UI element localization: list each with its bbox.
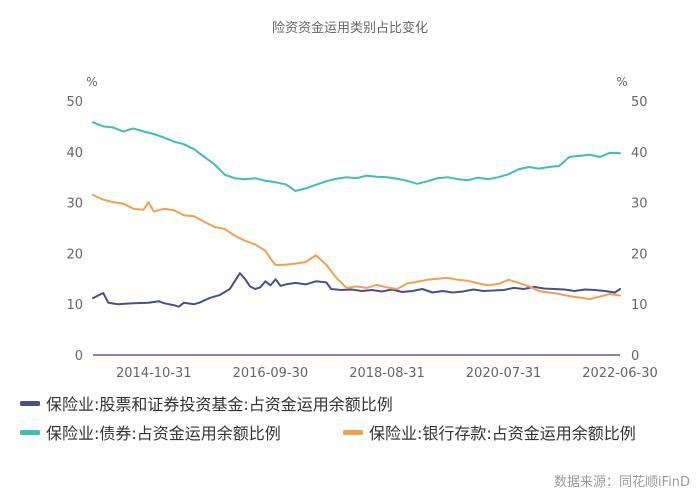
series-line-1 (92, 272, 621, 308)
legend-label-2: 保险业:债券:占资金运用余额比例 (46, 424, 281, 443)
y-tick-label-right-30: 30 (631, 197, 648, 212)
x-tick-label-2016-09-30: 2016-09-30 (233, 366, 309, 381)
legend-swatch-2 (20, 430, 40, 435)
series-line-2 (92, 121, 621, 192)
y-tick-label-left-10: 10 (66, 298, 83, 313)
left-axis-unit: % (86, 75, 97, 89)
legend-swatch-1 (20, 401, 40, 406)
x-tick-label-2022-06-30: 2022-06-30 (582, 366, 658, 381)
x-tick-label-2018-08-31: 2018-08-31 (349, 366, 425, 381)
left-y-axis: 0 10 20 30 40 50 (66, 95, 83, 364)
y-tick-label-right-10: 10 (631, 298, 648, 313)
x-tick-label-2020-07-31: 2020-07-31 (466, 366, 542, 381)
data-source-note: 数据来源：同花顺iFinD (554, 474, 690, 490)
plot-area (92, 121, 621, 308)
y-tick-label-right-50: 50 (631, 95, 648, 110)
right-axis-unit: % (616, 75, 627, 89)
y-tick-label-right-0: 0 (631, 349, 639, 364)
chart-title: 险资资金运用类别占比变化 (272, 20, 428, 36)
y-tick-label-right-40: 40 (631, 146, 648, 161)
y-tick-label-left-40: 40 (66, 146, 83, 161)
x-axis: 2014-10-31 2016-09-30 2018-08-31 2020-07-31… (116, 366, 658, 381)
right-y-axis: 0 10 20 30 40 50 (631, 95, 648, 364)
legend-swatch-3 (343, 430, 363, 435)
legend-label-3: 保险业:银行存款:占资金运用余额比例 (369, 424, 636, 443)
legend-label-1: 保险业:股票和证券投资基金:占资金运用余额比例 (46, 395, 393, 414)
series-line-3 (92, 194, 621, 301)
y-tick-label-right-20: 20 (631, 247, 648, 262)
y-tick-label-left-50: 50 (66, 95, 83, 110)
y-tick-label-left-0: 0 (75, 349, 83, 364)
y-tick-label-left-20: 20 (66, 247, 83, 262)
y-tick-label-left-30: 30 (66, 197, 83, 212)
x-tick-label-2014-10-31: 2014-10-31 (116, 366, 192, 381)
